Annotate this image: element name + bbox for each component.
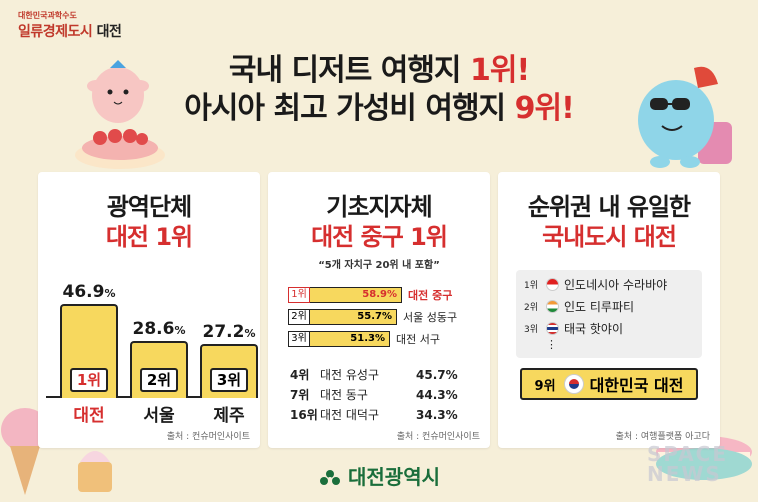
other-rank-row: 4위 대전 유성구 45.7% [290, 368, 458, 382]
headline-line1: 국내 디저트 여행지 1위! [228, 53, 530, 88]
category-label: 제주 [213, 406, 245, 426]
rank-name: 서울 성동구 [403, 311, 458, 324]
card1-subtitle: 대전 1위 [105, 223, 193, 251]
watermark: SPACE NEWS [646, 442, 728, 486]
card2-title: 기초지자체 [326, 193, 432, 221]
card1-source: 출처 : 컨슈머인사이트 [166, 432, 250, 442]
daejeon-logo-icon [320, 470, 340, 485]
rank-bar: 55.7% [310, 309, 397, 325]
rank-bar: 51.3% [310, 331, 390, 347]
category-label: 대전 [73, 406, 105, 426]
header-logo: 대한민국과학수도 일류경제도시 대전 [18, 10, 122, 41]
other-rank-row: 7위 대전 동구 44.3% [290, 388, 458, 402]
asia-ranking-list: 1위 인도네시아 수라바야 2위 인도 티루파티 3위 태국 핫야이 ⋮ [516, 270, 702, 358]
top-rank-row: 1위 58.9% 대전 중구 [288, 286, 452, 304]
list-item: 1위 인도네시아 수라바야 [524, 278, 668, 292]
header-brand: 일류경제도시 대전 [18, 24, 122, 40]
india-flag-icon [546, 300, 559, 313]
headline-line2: 아시아 최고 가성비 여행지 9위! [184, 91, 575, 126]
card2-source: 출처 : 컨슈머인사이트 [396, 432, 480, 442]
card2-note: “5개 자치구 20위 내 포함” [318, 260, 440, 271]
rank-name: 대전 서구 [396, 333, 440, 346]
footer-org: 대전광역시 [0, 461, 758, 491]
rank-name: 대전 중구 [408, 289, 453, 302]
list-item: 2위 인도 티루파티 [524, 300, 635, 314]
other-rank-row: 16위 대전 대덕구 34.3% [290, 408, 458, 422]
rank-badge: 1위 [70, 368, 108, 392]
bar-group: 46.9% 1위 [60, 278, 118, 398]
bar-group: 27.2% 3위 [200, 318, 258, 398]
list-item: 3위 태국 핫야이 [524, 322, 624, 336]
card-asia-ranking: 순위권 내 유일한 국내도시 대전 1위 인도네시아 수라바야 2위 인도 티루… [498, 172, 720, 448]
card3-subtitle: 국내도시 대전 [542, 223, 677, 251]
card3-source: 출처 : 여행플랫폼 아고다 [615, 432, 710, 442]
bar-group: 28.6% 2위 [130, 315, 188, 398]
header-slogan: 대한민국과학수도 [18, 11, 77, 20]
card2-subtitle: 대전 중구 1위 [311, 223, 448, 251]
indonesia-flag-icon [546, 278, 559, 291]
category-label: 서울 [143, 406, 175, 426]
card-local-ranking: 기초지자체 대전 중구 1위 “5개 자치구 20위 내 포함” 1위 58.9%… [268, 172, 490, 448]
card3-title: 순위권 내 유일한 [527, 193, 691, 221]
bar-value-label: 28.6% [132, 319, 186, 339]
card1-title: 광역단체 [106, 193, 192, 221]
list-more-dots: ⋮ [546, 338, 557, 351]
rank-badge: 3위 [210, 368, 248, 392]
top-rank-row: 3위 51.3% 대전 서구 [288, 330, 440, 348]
bar-value-label: 27.2% [202, 322, 256, 342]
rank-badge: 2위 [288, 309, 310, 325]
rank-bar: 58.9% [310, 287, 402, 303]
rank-badge: 1위 [288, 287, 310, 303]
character-left-illustration [75, 60, 165, 169]
bar-value-label: 46.9% [62, 282, 116, 302]
headline: 국내 디저트 여행지 1위! 아시아 최고 가성비 여행지 9위! [0, 52, 758, 128]
korea-flag-icon [563, 374, 584, 394]
character-right-illustration [638, 66, 732, 168]
rank-badge: 3위 [288, 331, 310, 347]
korea-ranking-highlight: 9위 대한민국 대전 [520, 368, 698, 400]
rank-badge: 2위 [140, 368, 178, 392]
top-rank-row: 2위 55.7% 서울 성동구 [288, 308, 457, 326]
thailand-flag-icon [546, 322, 559, 335]
